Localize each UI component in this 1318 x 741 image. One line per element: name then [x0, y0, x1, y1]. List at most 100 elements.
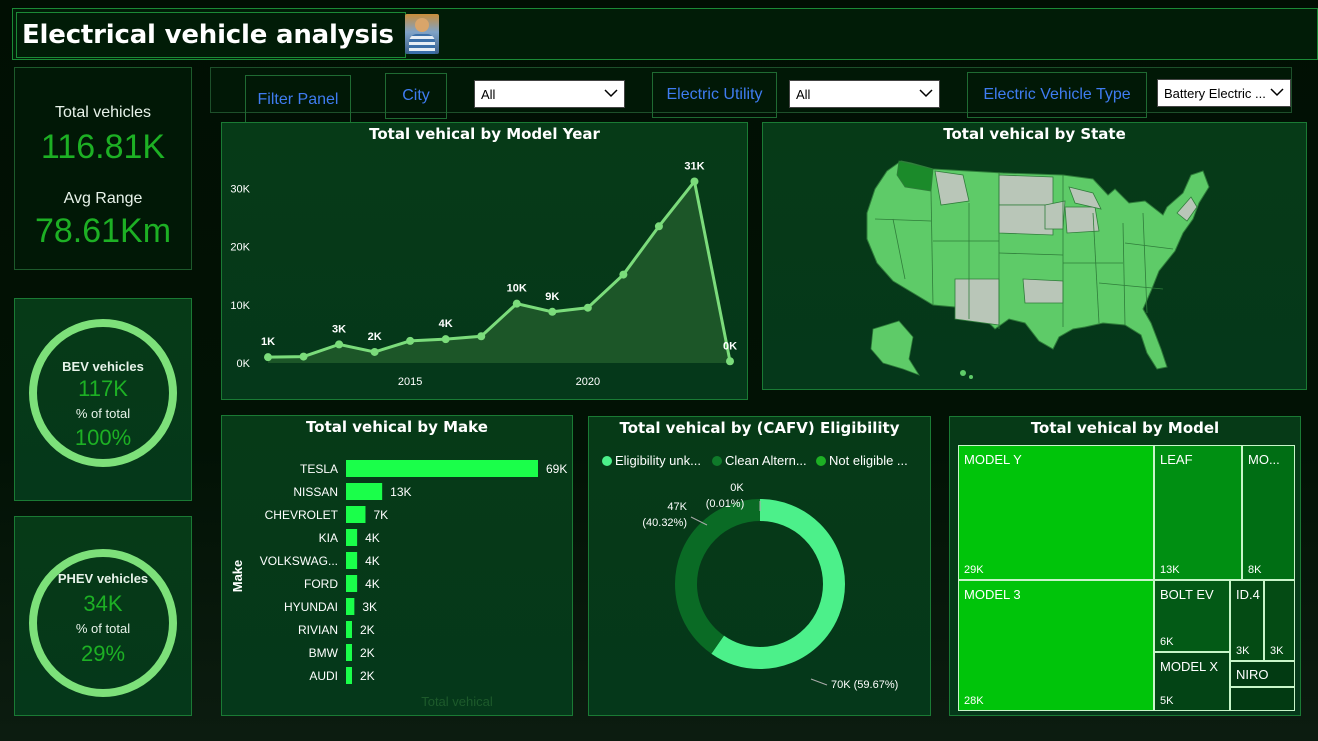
- treemap-cell[interactable]: 3K: [1264, 580, 1295, 661]
- legend-label: Clean Altern...: [725, 453, 807, 468]
- treemap-cell[interactable]: BOLT EV 6K: [1154, 580, 1230, 652]
- year-data-label: 9K: [545, 291, 559, 303]
- header-bar: [12, 8, 1318, 60]
- x-tick-label: 2020: [576, 376, 600, 388]
- bev-pct-label: % of total: [75, 406, 131, 421]
- treemap-value: 6K: [1160, 636, 1174, 648]
- treemap-label: MO...: [1248, 452, 1280, 467]
- ev-type-dropdown-value: Battery Electric ...: [1164, 85, 1266, 101]
- make-bar: [346, 506, 366, 523]
- treemap-cell[interactable]: MO... 8K: [1242, 445, 1295, 580]
- make-category-label: FORD: [304, 577, 338, 591]
- ev-type-label: Electric Vehicle Type: [967, 72, 1147, 118]
- make-bar: [346, 575, 358, 592]
- legend-dot: [816, 456, 826, 466]
- legend-label: Not eligible ...: [829, 453, 908, 468]
- year-point: [619, 270, 628, 279]
- treemap-cell[interactable]: LEAF 13K: [1154, 445, 1242, 580]
- make-data-label: 4K: [365, 554, 380, 568]
- make-data-label: 3K: [362, 600, 377, 614]
- year-point: [690, 177, 699, 186]
- make-category-label: AUDI: [309, 669, 338, 683]
- phev-pct-value: 29%: [80, 641, 126, 666]
- donut-label: (40.32%): [642, 517, 687, 529]
- make-category-label: KIA: [319, 531, 338, 545]
- utility-dropdown[interactable]: All: [789, 80, 940, 108]
- model-chart[interactable]: Total vehical by Model MODEL Y 29K MODEL…: [949, 416, 1301, 716]
- utility-label: Electric Utility: [652, 72, 777, 118]
- treemap-label: LEAF: [1160, 452, 1193, 467]
- treemap-cell[interactable]: MODEL X 5K: [1154, 652, 1230, 711]
- us-map: [866, 160, 1210, 379]
- y-tick-label: 30K: [230, 183, 250, 195]
- treemap-cell[interactable]: MODEL Y 29K: [958, 445, 1154, 580]
- year-data-label: 4K: [439, 318, 453, 330]
- year-point: [441, 335, 450, 344]
- treemap-label: MODEL X: [1160, 659, 1219, 674]
- make-bar: [346, 644, 352, 661]
- treemap-cell[interactable]: NIRO: [1230, 661, 1295, 687]
- year-point: [726, 357, 734, 366]
- treemap-label: MODEL 3: [964, 587, 1021, 602]
- make-data-label: 2K: [360, 669, 375, 683]
- chevron-down-icon: [604, 89, 618, 98]
- year-line: [267, 177, 732, 362]
- make-data-label: 2K: [360, 646, 375, 660]
- phev-value: 34K: [83, 591, 123, 616]
- treemap-value: 5K: [1160, 695, 1174, 707]
- make-svg: Make Total vehical TESLA 69K NISSAN 13K CHEVRO…: [230, 460, 567, 709]
- make-chart[interactable]: Total vehical by Make Make Total vehical T…: [221, 415, 573, 716]
- model-year-title: Total vehical by Model Year: [369, 125, 600, 143]
- make-category-label: CHEVROLET: [265, 508, 339, 522]
- make-bar: [346, 598, 355, 615]
- treemap-label: ID.4: [1236, 587, 1260, 602]
- state-map-title: Total vehical by State: [943, 125, 1126, 143]
- state-map-chart[interactable]: Total vehical by State: [762, 122, 1307, 390]
- chevron-down-icon: [1270, 88, 1284, 97]
- chevron-down-icon: [919, 89, 933, 98]
- kpi-card: Total vehicles 116.81K Avg Range 78.61Km: [14, 67, 192, 270]
- legend-dot: [602, 456, 612, 466]
- phev-card: PHEV vehicles 34K % of total 29%: [14, 516, 192, 716]
- make-data-label: 4K: [365, 531, 380, 545]
- model-year-chart[interactable]: Total vehical by Model Year 0K 10K 20K 30K 2…: [221, 122, 748, 400]
- leader-line: [810, 678, 828, 686]
- avg-range-value: 78.61Km: [34, 212, 172, 250]
- year-point: [512, 299, 521, 308]
- donut-label: 47K: [667, 501, 687, 513]
- make-data-label: 4K: [365, 577, 380, 591]
- ev-type-dropdown[interactable]: Battery Electric ...: [1157, 79, 1291, 107]
- year-data-label: 10K: [507, 283, 527, 295]
- make-category-label: VOLKSWAG...: [260, 554, 338, 568]
- make-category-label: HYUNDAI: [284, 600, 338, 614]
- year-point: [406, 336, 415, 345]
- city-dropdown[interactable]: All: [474, 80, 625, 108]
- make-x-axis-label: Total vehical: [421, 694, 493, 709]
- city-dropdown-value: All: [481, 86, 496, 102]
- make-bar: [346, 552, 358, 569]
- year-point: [264, 353, 272, 362]
- total-vehicles-value: 116.81K: [40, 128, 166, 166]
- donut-label: 0K: [730, 482, 744, 494]
- y-tick-label: 0K: [237, 358, 251, 370]
- treemap-label: NIRO: [1236, 667, 1269, 682]
- y-tick-label: 20K: [230, 242, 250, 254]
- filter-panel: Filter Panel City All Electric Utility A…: [210, 67, 1292, 125]
- avatar: [405, 14, 439, 54]
- treemap-label: MODEL Y: [964, 452, 1022, 467]
- cafv-chart[interactable]: Total vehical by (CAFV) Eligibility Elig…: [588, 416, 931, 716]
- make-category-label: TESLA: [300, 462, 338, 476]
- make-bar: [346, 667, 352, 684]
- treemap-cell[interactable]: ID.4 3K: [1230, 580, 1264, 661]
- city-label: City: [385, 73, 447, 119]
- year-point: [654, 222, 663, 231]
- make-bar: [346, 483, 383, 500]
- treemap-cell[interactable]: MODEL 3 28K: [958, 580, 1154, 711]
- make-axis-label: Make: [230, 560, 245, 593]
- year-point: [583, 303, 592, 312]
- phev-pct-label: % of total: [75, 621, 131, 636]
- make-category-label: RIVIAN: [298, 623, 338, 637]
- make-bar: [346, 621, 352, 638]
- treemap-cell[interactable]: [1230, 687, 1295, 711]
- avg-range-label: Avg Range: [63, 190, 143, 207]
